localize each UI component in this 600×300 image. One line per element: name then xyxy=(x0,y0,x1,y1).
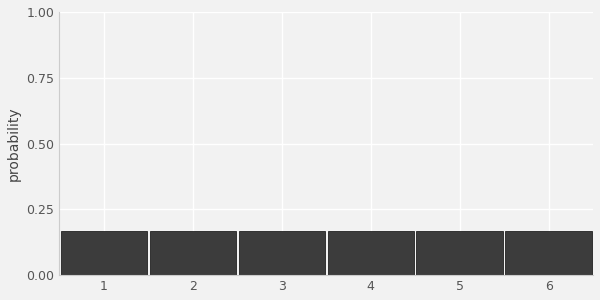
Bar xyxy=(149,231,236,275)
Bar xyxy=(505,231,592,275)
Bar xyxy=(61,231,147,275)
Bar xyxy=(328,231,414,275)
Bar xyxy=(239,231,325,275)
Bar xyxy=(416,231,503,275)
Y-axis label: probability: probability xyxy=(7,106,21,181)
